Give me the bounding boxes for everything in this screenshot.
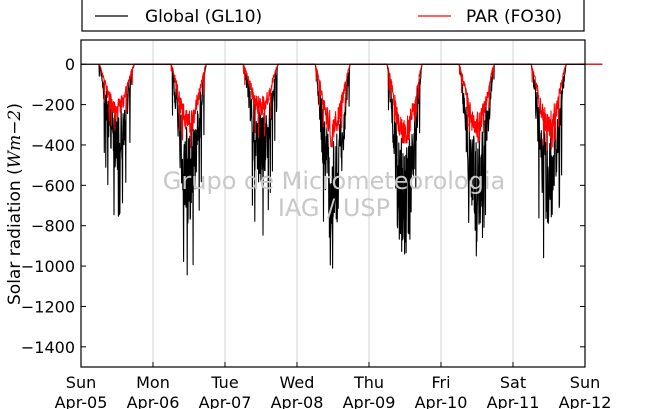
y-tick-label: 0: [65, 55, 75, 74]
x-tick-label-date: Apr-05: [55, 393, 108, 409]
legend-label-par: PAR (FO30): [466, 7, 562, 27]
x-axis: SunApr-05MonApr-06TueApr-07WedApr-08ThuA…: [55, 362, 612, 409]
legend: Global (GL10) PAR (FO30): [81, 0, 585, 32]
grid: [152, 40, 514, 367]
series-line-global: [98, 63, 603, 276]
x-tick-label-day: Sun: [570, 373, 600, 392]
watermark-line-1: Grupo de Micrometeorologia: [163, 167, 505, 195]
watermark: Grupo de Micrometeorologia IAG / USP: [163, 167, 505, 222]
x-tick-label-day: Thu: [353, 373, 384, 392]
y-axis-label-close: ): [5, 103, 25, 110]
plot-frame: [80, 39, 586, 368]
x-tick-label-date: Apr-11: [487, 393, 540, 409]
series-line-par: [98, 63, 603, 151]
y-axis-label-units: Wm: [5, 135, 25, 169]
legend-frame: [81, 0, 585, 32]
y-tick-label: −400: [31, 136, 75, 155]
y-tick-label: −800: [31, 217, 75, 236]
legend-label-global: Global (GL10): [145, 7, 262, 27]
y-axis: 0 −200 −400 −600 −800 −1000 −1200 −1400: [21, 55, 585, 357]
watermark-line-2: IAG / USP: [278, 194, 390, 222]
x-tick-label-day: Fri: [431, 373, 450, 392]
y-tick-label: −1200: [21, 297, 75, 316]
x-tick-label-date: Apr-06: [127, 393, 180, 409]
series-layer: [98, 63, 603, 276]
y-tick-label: −1000: [21, 257, 75, 276]
x-tick-label-day: Wed: [280, 373, 315, 392]
x-tick-label-date: Apr-08: [271, 393, 324, 409]
x-tick-label-day: Sun: [66, 373, 96, 392]
y-tick-label: −200: [31, 96, 75, 115]
y-tick-label: −600: [31, 176, 75, 195]
x-tick-label-date: Apr-12: [559, 393, 612, 409]
x-tick-label-date: Apr-09: [343, 393, 396, 409]
x-tick-label-day: Sat: [500, 373, 526, 392]
x-tick-label-date: Apr-07: [199, 393, 252, 409]
x-tick-label-day: Tue: [210, 373, 238, 392]
y-axis-label-text: Solar radiation (: [5, 168, 25, 305]
y-axis-label: Solar radiation (Wm−2): [5, 103, 25, 305]
y-axis-label-exponent: −2: [5, 110, 25, 135]
x-tick-label-date: Apr-10: [415, 393, 468, 409]
x-tick-label-day: Mon: [136, 373, 170, 392]
y-tick-label: −1400: [21, 338, 75, 357]
